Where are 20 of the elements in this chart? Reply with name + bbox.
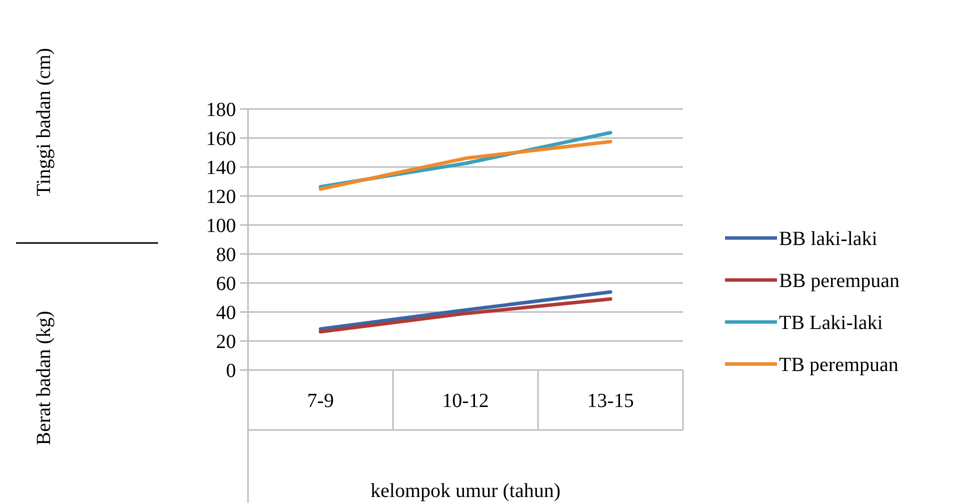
- y-tick-label: 80: [216, 244, 236, 266]
- y-tick-label: 0: [226, 360, 236, 382]
- y-tick-label: 60: [216, 273, 236, 295]
- text: Tinggi badan (cm): [33, 48, 55, 196]
- text: Berat badan (kg): [33, 310, 55, 446]
- x-tick-label: 13-15: [587, 390, 634, 412]
- y-tick-label: 40: [216, 302, 236, 324]
- legend-label: BB perempuan: [779, 270, 900, 292]
- x-axis-title: kelompok umur (tahun): [370, 480, 560, 502]
- y-tick-label: 140: [206, 157, 236, 179]
- x-tick-label: 7-9: [307, 390, 334, 412]
- legend-label: TB perempuan: [779, 354, 898, 376]
- y-tick-label: 160: [206, 128, 236, 150]
- y-tick-label: 180: [206, 99, 236, 121]
- x-tick-label: 10-12: [442, 390, 489, 412]
- legend-label: BB laki-laki: [779, 228, 878, 250]
- legend-label: TB Laki-laki: [779, 312, 884, 334]
- y-tick-label: 120: [206, 186, 236, 208]
- y-tick-label: 20: [216, 331, 236, 353]
- y-tick-label: 100: [206, 215, 236, 237]
